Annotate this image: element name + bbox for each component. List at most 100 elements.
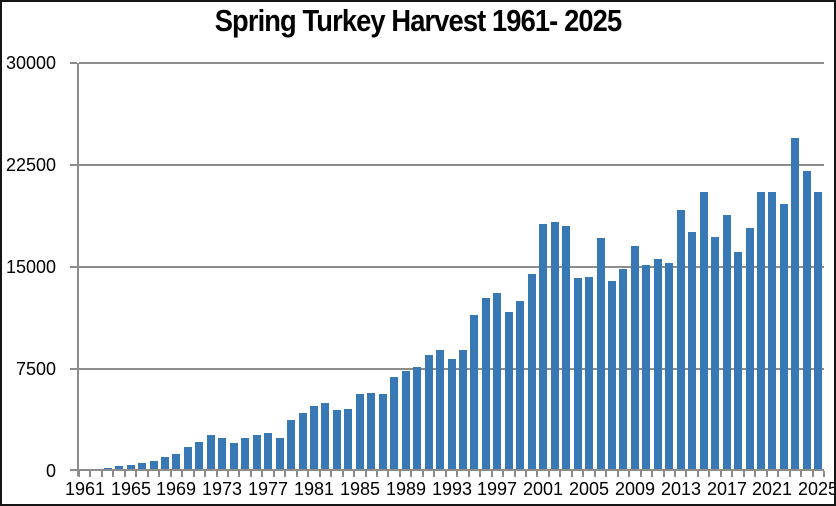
bar-1987 <box>378 394 387 471</box>
x-axis-tick <box>135 471 137 477</box>
x-axis-tick <box>685 471 687 477</box>
x-axis-tick <box>812 471 814 477</box>
y-axis-tick <box>70 368 77 370</box>
x-axis-tick <box>112 471 114 477</box>
bar-1999 <box>516 301 525 471</box>
bar-2024 <box>802 171 811 471</box>
bar-2023 <box>791 138 800 471</box>
bar-2004 <box>573 278 582 471</box>
x-axis-tick <box>479 471 481 477</box>
bar-1989 <box>401 371 410 471</box>
x-axis-tick <box>548 471 550 477</box>
bar-2018 <box>734 252 742 471</box>
x-axis-tick <box>181 471 183 477</box>
x-axis-tick-label: 1961 <box>64 479 106 499</box>
x-axis-tick <box>399 471 401 477</box>
x-axis-tick <box>422 471 424 477</box>
x-axis-tick <box>284 471 286 477</box>
x-axis-tick <box>445 471 447 477</box>
chart-title: Spring Turkey Harvest 1961- 2025 <box>214 3 622 38</box>
bar-1985 <box>355 394 364 471</box>
x-axis-tick <box>800 471 802 477</box>
x-axis-tick-label: 1965 <box>110 479 152 499</box>
bar-1969 <box>172 454 181 471</box>
bar-2012 <box>665 263 674 471</box>
bar-2019 <box>745 228 754 471</box>
y-axis-tick-label: 15000 <box>5 257 56 277</box>
x-axis-tick <box>697 471 699 477</box>
x-axis-tick <box>170 471 172 477</box>
x-axis-tick-label: 1973 <box>201 479 243 499</box>
bar-1982 <box>321 403 330 471</box>
x-axis-tick <box>571 471 573 477</box>
bar-1998 <box>504 312 513 471</box>
y-axis-tick <box>70 164 77 166</box>
y-axis-tick-label: 7500 <box>15 359 56 379</box>
bar-1967 <box>149 461 158 471</box>
bar-1966 <box>138 463 146 471</box>
x-axis-tick <box>640 471 642 477</box>
x-axis-tick <box>158 471 160 477</box>
bar-2009 <box>630 246 639 471</box>
x-axis-tick <box>261 471 263 477</box>
bar-1988 <box>390 377 399 471</box>
x-axis-line <box>79 469 824 471</box>
bar-1968 <box>161 457 169 471</box>
x-axis-tick-label: 2009 <box>614 479 656 499</box>
x-axis-tick-label: 1981 <box>293 479 335 499</box>
bar-1974 <box>229 443 238 471</box>
y-axis-tick <box>70 266 77 268</box>
bar-2025 <box>814 192 823 471</box>
x-axis-tick-label: 1977 <box>247 479 289 499</box>
x-axis-tick-label: 1969 <box>155 479 197 499</box>
bar-1965 <box>126 465 135 471</box>
x-axis-tick <box>387 471 389 477</box>
bar-2011 <box>653 259 662 471</box>
x-axis-tick <box>502 471 504 477</box>
x-axis-tick <box>124 471 126 477</box>
x-axis-tick <box>651 471 653 477</box>
bar-1964 <box>115 466 124 471</box>
bar-1994 <box>459 350 467 471</box>
x-axis-tick <box>147 471 149 477</box>
bar-1986 <box>367 393 376 471</box>
x-axis-tick <box>674 471 676 477</box>
x-axis-tick <box>319 471 321 477</box>
bar-1991 <box>424 355 433 471</box>
bar-1977 <box>264 433 273 471</box>
bar-1981 <box>310 406 318 471</box>
x-axis-tick <box>823 471 825 477</box>
bar-1983 <box>332 410 341 471</box>
y-axis-tick-label: 30000 <box>5 53 56 73</box>
x-axis-tick <box>789 471 791 477</box>
x-axis-tick-label: 2001 <box>522 479 564 499</box>
x-axis-tick <box>525 471 527 477</box>
x-axis-tick <box>731 471 733 477</box>
x-axis-tick <box>238 471 240 477</box>
x-axis-tick <box>777 471 779 477</box>
x-axis-tick-label: 2017 <box>706 479 748 499</box>
bar-2016 <box>711 237 720 471</box>
x-axis-tick <box>766 471 768 477</box>
x-axis-tick <box>491 471 493 477</box>
bar-2013 <box>676 210 685 471</box>
y-axis-tick-label: 0 <box>45 461 56 481</box>
bar-1971 <box>195 442 204 471</box>
x-axis-tick <box>617 471 619 477</box>
plot-area <box>70 62 825 477</box>
x-axis-tick <box>559 471 561 477</box>
x-axis-tick <box>628 471 630 477</box>
x-axis-tick <box>536 471 538 477</box>
x-axis-tick-label: 1989 <box>385 479 427 499</box>
x-axis-tick <box>250 471 252 477</box>
x-axis-tick-label: 2021 <box>751 479 793 499</box>
x-axis-tick <box>78 471 80 477</box>
bar-1990 <box>413 367 422 471</box>
bar-1996 <box>481 298 490 471</box>
bar-2003 <box>562 226 571 471</box>
x-axis-tick <box>193 471 195 477</box>
bar-1975 <box>241 438 250 471</box>
x-axis-tick <box>594 471 596 477</box>
x-axis-tick <box>708 471 710 477</box>
